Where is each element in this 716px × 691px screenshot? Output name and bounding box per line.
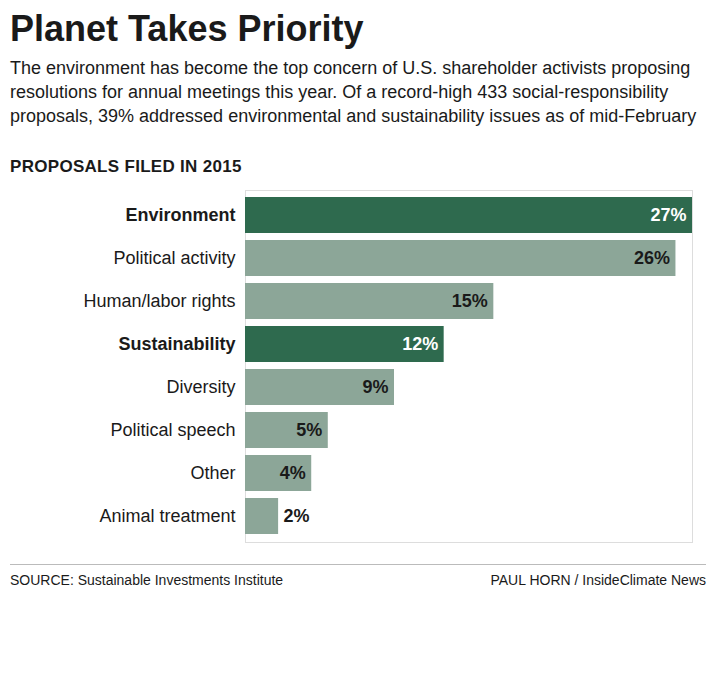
svg-text:27%: 27% <box>650 205 686 225</box>
svg-text:9%: 9% <box>362 377 388 397</box>
svg-text:12%: 12% <box>402 334 438 354</box>
svg-text:Sustainability: Sustainability <box>118 334 235 354</box>
svg-text:Diversity: Diversity <box>166 377 235 397</box>
svg-text:26%: 26% <box>634 248 670 268</box>
svg-text:2%: 2% <box>284 506 310 526</box>
svg-text:15%: 15% <box>452 291 488 311</box>
html-text:PAUL HORN / InsideClimate News: PAUL HORN / InsideClimate News <box>490 572 706 588</box>
svg-text:4%: 4% <box>280 463 306 483</box>
html-text:The environment has become the: The environment has become the top conce… <box>10 58 697 126</box>
html-text:SOURCE: Sustainable Investment: SOURCE: Sustainable Investments Institut… <box>10 572 284 588</box>
html-text:Planet Takes Priority: Planet Takes Priority <box>10 8 364 49</box>
svg-text:Human/labor rights: Human/labor rights <box>83 291 235 311</box>
svg-text:5%: 5% <box>296 420 322 440</box>
html-text:PROPOSALS FILED IN 2015: PROPOSALS FILED IN 2015 <box>10 157 242 176</box>
svg-text:Other: Other <box>190 463 235 483</box>
svg-text:Political speech: Political speech <box>110 420 235 440</box>
svg-text:Political activity: Political activity <box>113 248 235 268</box>
svg-text:Environment: Environment <box>125 205 235 225</box>
svg-text:Animal treatment: Animal treatment <box>99 506 235 526</box>
